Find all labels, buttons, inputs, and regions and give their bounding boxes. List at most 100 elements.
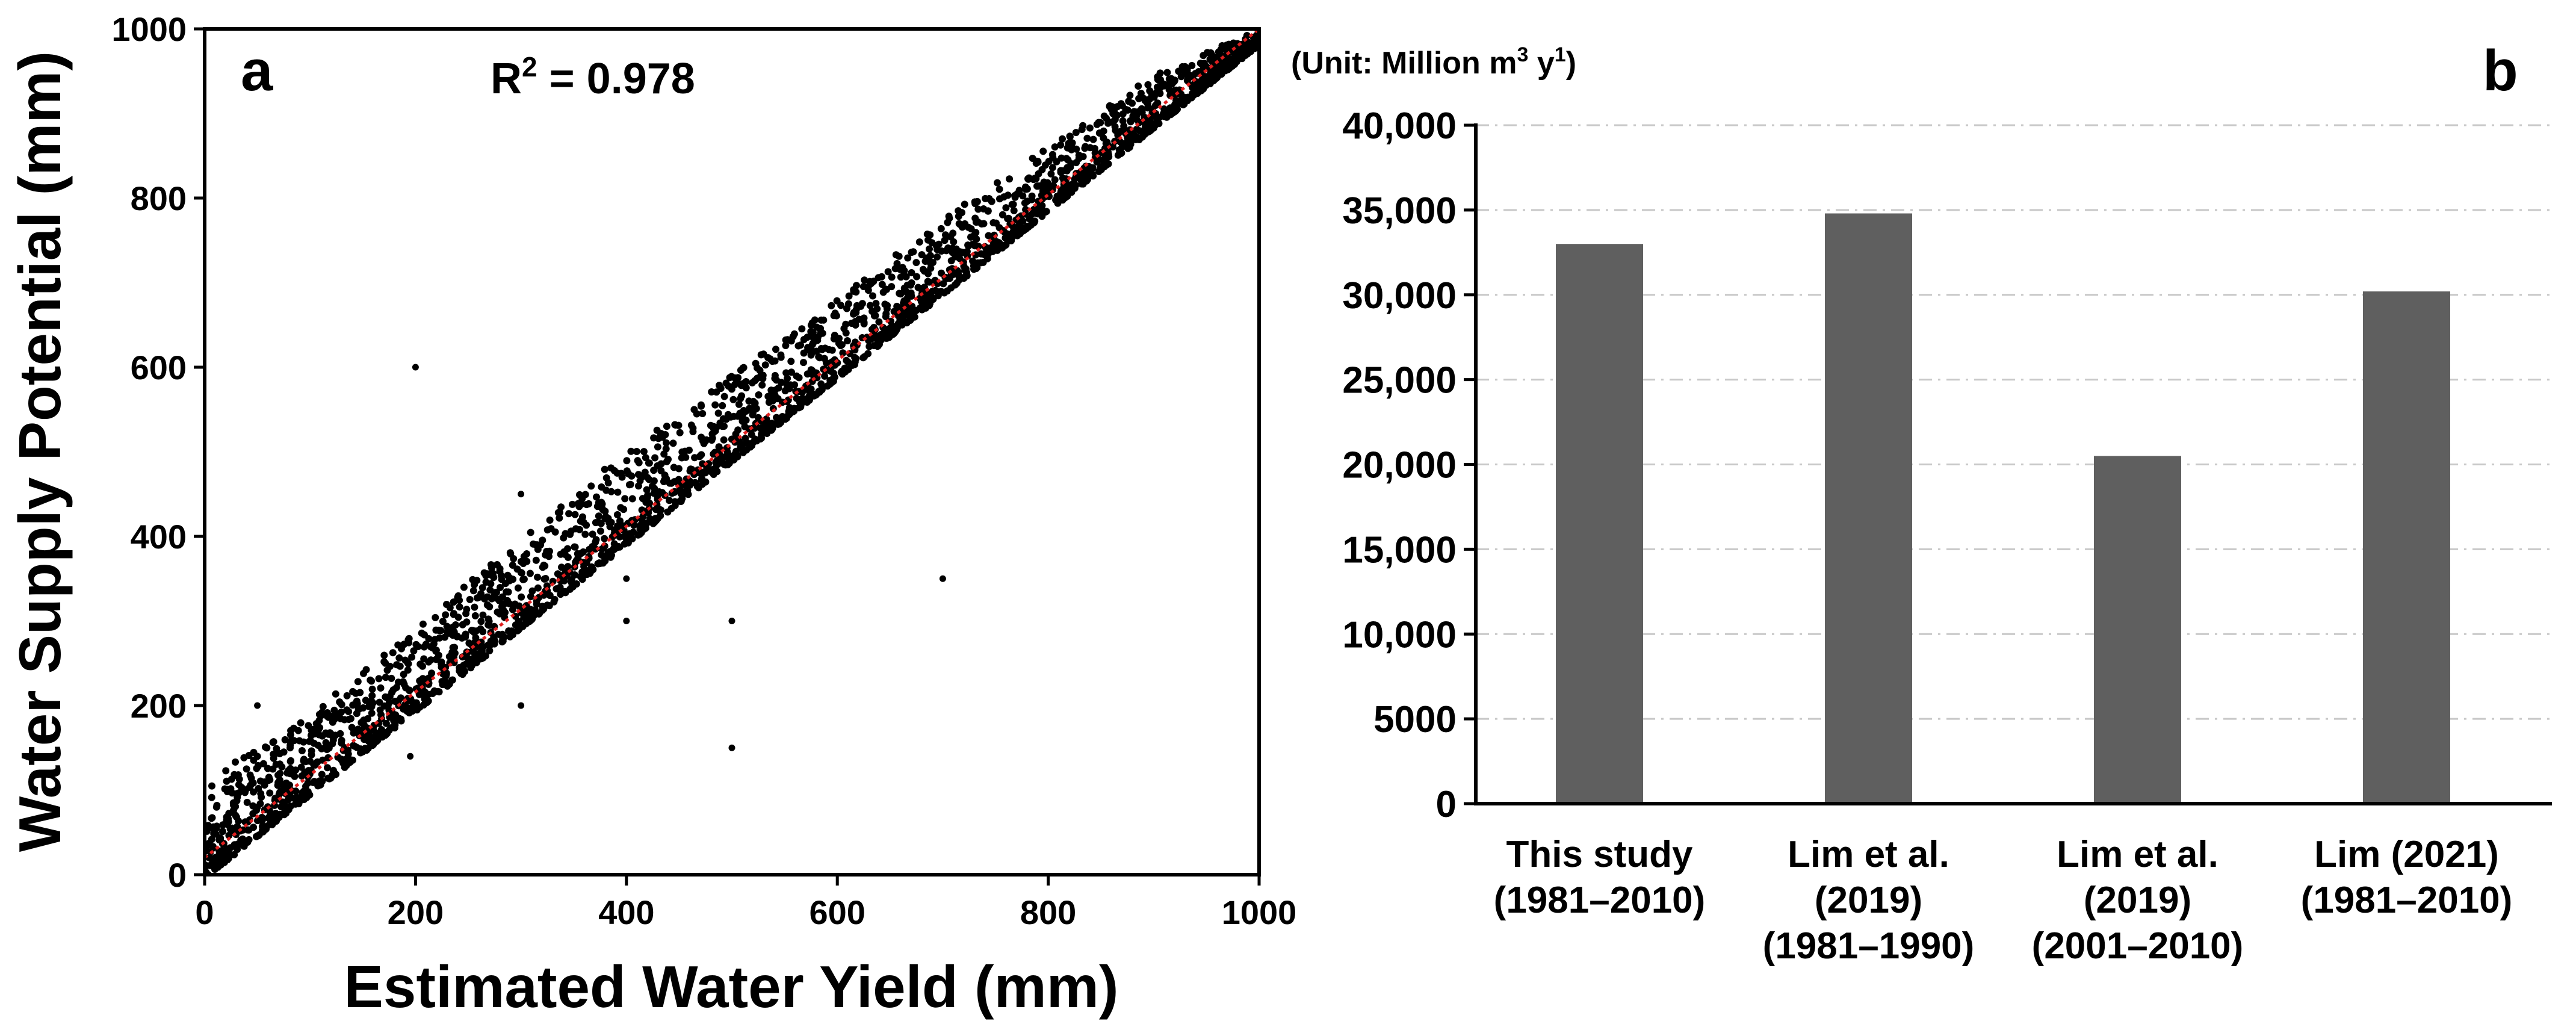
scatter-point	[380, 651, 388, 659]
scatter-point	[601, 465, 608, 473]
scatter-point	[929, 259, 937, 266]
scatter-point	[1203, 81, 1210, 89]
scatter-point	[224, 786, 232, 793]
scatter-point	[383, 666, 391, 674]
scatter-point	[1034, 158, 1042, 166]
scatter-point	[1028, 192, 1036, 200]
scatter-point	[469, 587, 477, 595]
scatter-point	[822, 359, 830, 367]
scatter-point	[804, 346, 812, 353]
scatter-point	[980, 220, 988, 228]
scatter-point	[498, 603, 506, 610]
scatter-point	[994, 179, 1001, 187]
scatter-point	[531, 606, 539, 613]
scatter-point	[479, 643, 487, 651]
scatter-point	[551, 595, 559, 603]
scatter-point	[641, 468, 649, 476]
scatter-point	[593, 493, 600, 501]
scatter-point	[496, 610, 504, 618]
scatter-point	[206, 861, 214, 869]
scatter-point	[782, 413, 790, 421]
scatter-point	[759, 371, 767, 379]
scatter-point	[391, 724, 398, 732]
scatter-point	[798, 325, 806, 333]
scatter-point	[208, 793, 215, 801]
scatter-point	[876, 334, 884, 341]
x-axis-label: Estimated Water Yield (mm)	[344, 954, 1118, 1020]
scatter-point	[474, 643, 481, 650]
scatter-point	[882, 313, 890, 320]
scatter-point	[1144, 100, 1152, 108]
scatter-point	[1163, 113, 1171, 121]
scatter-point	[1148, 119, 1156, 127]
scatter-point	[610, 467, 618, 474]
scatter-point	[1041, 208, 1049, 216]
scatter-point	[583, 501, 590, 509]
scatter-point	[1057, 167, 1065, 175]
scatter-point	[226, 825, 234, 833]
scatter-point	[661, 476, 668, 484]
scatter-point	[250, 748, 258, 756]
scatter-point	[308, 731, 315, 739]
scatter-point	[897, 273, 905, 281]
scatter-point	[810, 371, 817, 379]
scatter-point	[208, 814, 216, 822]
scatter-point	[1243, 41, 1251, 49]
scatter-point	[549, 577, 557, 585]
scatter-point	[1064, 144, 1071, 152]
scatter-point	[546, 517, 554, 524]
scatter-point	[1160, 82, 1168, 90]
scatter-point	[1154, 89, 1162, 97]
scatter-point	[264, 765, 271, 772]
scatter-point	[621, 495, 629, 503]
scatter-point	[450, 610, 457, 618]
scatter-point	[1086, 166, 1094, 173]
scatter-point	[238, 784, 246, 791]
scatter-point	[755, 391, 763, 399]
scatter-point	[616, 543, 624, 551]
scatter-point	[771, 374, 779, 382]
scatter-point	[283, 769, 291, 777]
scatter-point	[852, 288, 860, 296]
scatter-point	[725, 458, 733, 465]
unit-label-middle: y	[1528, 46, 1554, 81]
scatter-point	[771, 386, 779, 394]
scatter-point	[703, 464, 711, 471]
scatter-point	[408, 653, 416, 661]
scatter-point	[1156, 69, 1164, 77]
scatter-point	[215, 857, 223, 864]
scatter-point	[921, 294, 929, 302]
scatter-point	[788, 368, 795, 376]
scatter-point	[599, 506, 607, 514]
scatter-point	[926, 245, 933, 253]
scatter-point	[514, 584, 522, 592]
scatter-point	[807, 321, 815, 329]
scatter-point	[1225, 40, 1233, 48]
scatter-point	[910, 313, 918, 321]
scatter-point	[749, 439, 757, 447]
scatter-point	[1175, 67, 1183, 75]
scatter-point	[407, 704, 415, 712]
scatter-point	[947, 284, 955, 292]
plot-frame	[203, 27, 1261, 877]
scatter-point	[963, 247, 971, 255]
scatter-point	[565, 510, 573, 518]
scatter-point	[887, 324, 894, 332]
scatter-point	[506, 600, 513, 607]
scatter-point	[581, 530, 589, 538]
scatter-point	[365, 703, 373, 710]
scatter-point	[1133, 108, 1141, 116]
scatter-point	[787, 381, 794, 389]
scatter-point	[526, 617, 534, 625]
scatter-point	[434, 687, 442, 695]
scatter-point	[235, 817, 243, 825]
scatter-point	[671, 498, 679, 506]
scatter-point	[839, 349, 847, 357]
scatter-point	[657, 430, 665, 438]
scatter-point	[817, 345, 825, 352]
scatter-point	[946, 214, 953, 222]
scatter-point	[574, 550, 581, 557]
scatter-point	[1047, 170, 1055, 178]
scatter-point	[453, 633, 461, 641]
scatter-point	[984, 207, 992, 215]
